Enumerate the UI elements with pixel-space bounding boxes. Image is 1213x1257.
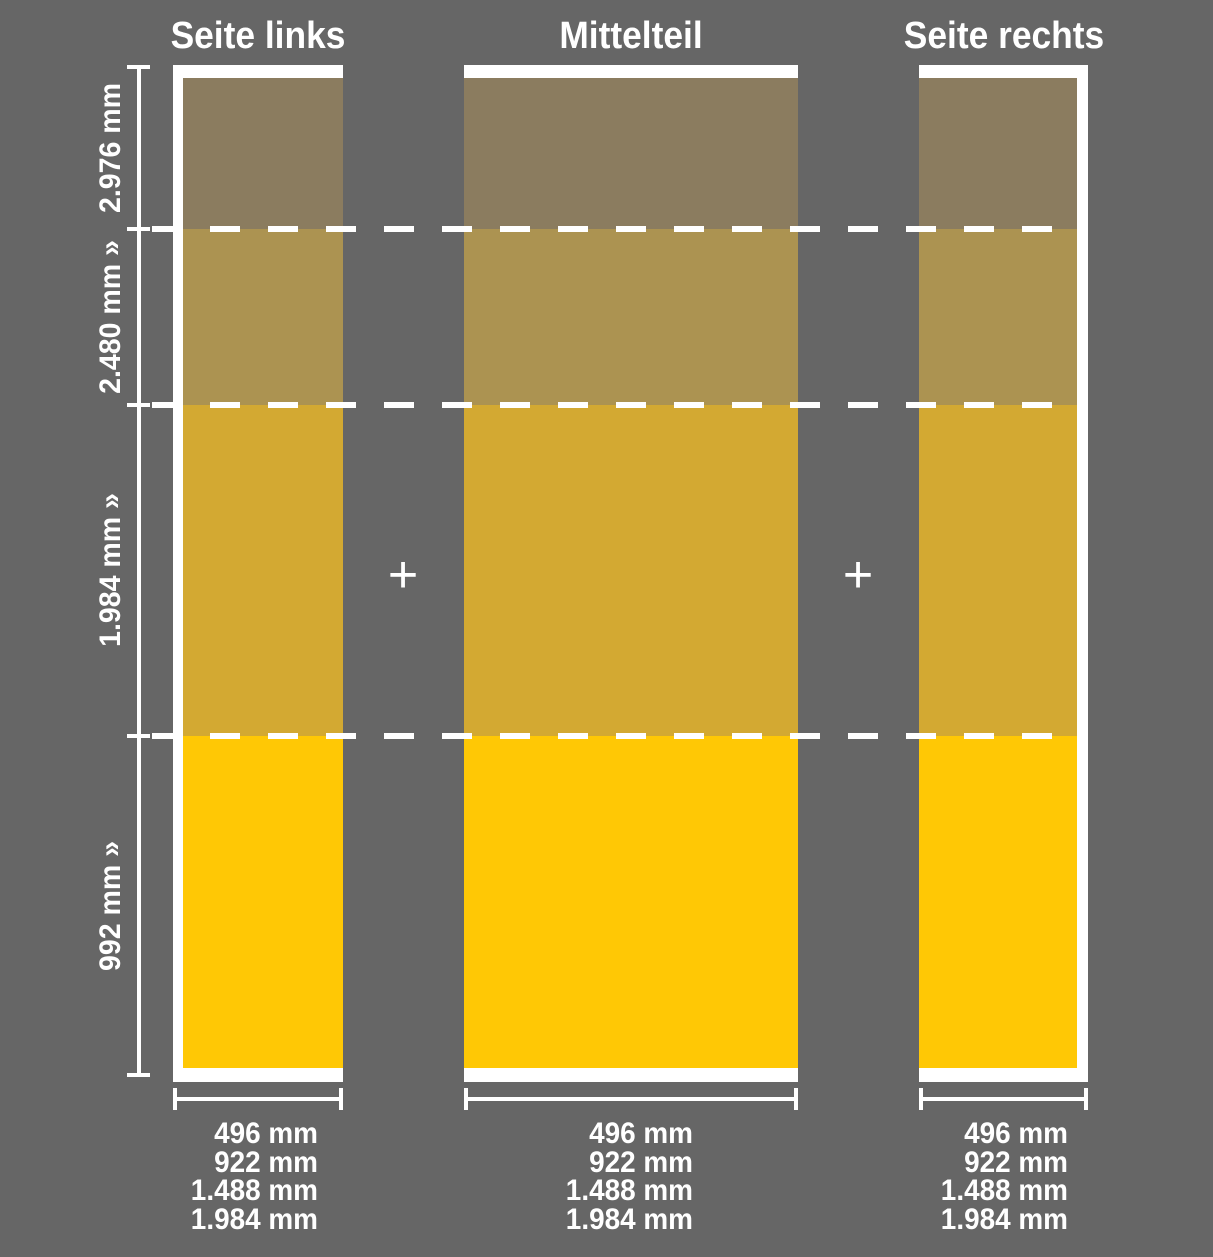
dashed-boundary-2480 <box>152 226 1088 232</box>
height-dimension-line <box>137 65 141 1077</box>
width-labels-mittelteil: 496 mm 922 mm 1.488 mm 1.984 mm <box>507 1117 693 1236</box>
panel-seite-links-fill <box>183 78 343 1068</box>
width-dimension-line-links <box>173 1097 343 1101</box>
height-tick-992 <box>127 734 150 738</box>
width-tick <box>1084 1088 1088 1110</box>
width-label: 1.488 mm <box>565 1174 693 1208</box>
panel-mittelteil-fill <box>464 78 798 1068</box>
height-label-1984: 1.984 mm » <box>94 493 127 647</box>
height-label-2480: 2.480 mm » <box>94 240 127 394</box>
width-dimension-line-mitte <box>464 1097 798 1101</box>
segment-992 <box>464 736 798 1068</box>
plus-sign-left: + <box>387 546 419 604</box>
segment-1984 <box>183 405 343 736</box>
width-label: 496 mm <box>964 1117 1068 1150</box>
width-label: 922 mm <box>964 1145 1068 1179</box>
width-tick <box>464 1088 468 1110</box>
segment-2480 <box>919 229 1077 405</box>
plus-sign-right: + <box>842 546 874 604</box>
width-label: 1.488 mm <box>940 1174 1068 1208</box>
segment-1984 <box>464 405 798 736</box>
panel-mittelteil <box>464 65 798 1082</box>
segment-2976 <box>464 78 798 229</box>
height-tick-1984 <box>127 403 150 407</box>
width-label: 922 mm <box>214 1145 318 1179</box>
width-label: 1.488 mm <box>190 1174 318 1208</box>
height-label-992: 992 mm » <box>94 841 127 971</box>
panel-seite-rechts <box>919 65 1088 1082</box>
panel-seite-links <box>173 65 343 1082</box>
height-label-2976: 2.976 mm <box>94 83 127 213</box>
width-labels-seite-links: 496 mm 922 mm 1.488 mm 1.984 mm <box>132 1117 318 1236</box>
column-title-seite-rechts: Seite rechts <box>903 15 1105 57</box>
width-dimension-line-rechts <box>919 1097 1088 1101</box>
width-tick <box>794 1088 798 1110</box>
width-label: 1.984 mm <box>940 1202 1068 1236</box>
width-label: 1.984 mm <box>190 1202 318 1236</box>
dashed-boundary-1984 <box>152 402 1088 408</box>
height-tick-bottom <box>127 1073 150 1077</box>
width-tick <box>173 1088 177 1110</box>
segment-1984 <box>919 405 1077 736</box>
segment-2480 <box>183 229 343 405</box>
width-label: 496 mm <box>214 1117 318 1150</box>
width-label: 1.984 mm <box>565 1202 693 1236</box>
height-tick-top <box>127 65 150 69</box>
width-labels-seite-rechts: 496 mm 922 mm 1.488 mm 1.984 mm <box>882 1117 1068 1236</box>
width-label: 496 mm <box>589 1117 693 1150</box>
width-tick <box>339 1088 343 1110</box>
column-title-seite-links: Seite links <box>170 15 346 57</box>
width-label: 922 mm <box>589 1145 693 1179</box>
segment-2976 <box>919 78 1077 229</box>
column-title-mittelteil: Mittelteil <box>559 15 703 57</box>
width-tick <box>919 1088 923 1110</box>
segment-2976 <box>183 78 343 229</box>
panel-seite-rechts-fill <box>919 78 1077 1068</box>
segment-2480 <box>464 229 798 405</box>
dashed-boundary-992 <box>152 733 1088 739</box>
segment-992 <box>919 736 1077 1068</box>
segment-992 <box>183 736 343 1068</box>
height-tick-2480 <box>127 227 150 231</box>
